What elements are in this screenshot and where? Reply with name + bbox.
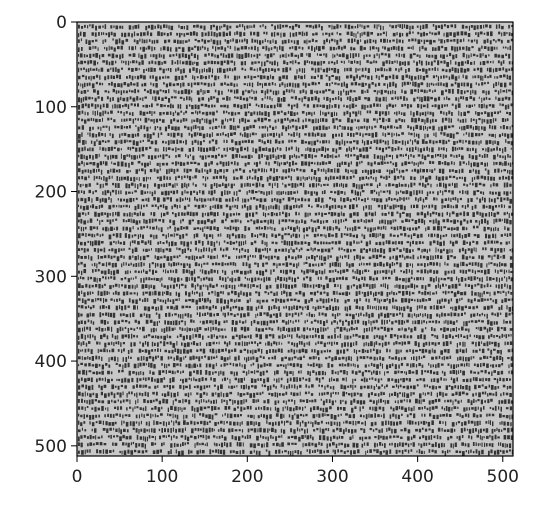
axes-frame xyxy=(76,21,514,457)
x-axis: 0 100 200 300 400 500 xyxy=(72,456,519,487)
y-tick-label: 500 xyxy=(35,437,67,457)
x-tick-label: 500 xyxy=(487,467,519,487)
x-tick-label: 0 xyxy=(72,467,83,487)
x-tick-label: 300 xyxy=(316,467,348,487)
image-area xyxy=(77,22,513,456)
y-tick-label: 100 xyxy=(35,98,67,118)
y-tick-label: 0 xyxy=(56,13,67,33)
y-axis: 0 100 200 300 400 500 xyxy=(35,13,77,457)
y-tick-label: 400 xyxy=(35,352,67,372)
x-tick-label: 100 xyxy=(146,467,178,487)
y-tick-label: 300 xyxy=(35,267,67,287)
x-tick-label: 200 xyxy=(231,467,263,487)
x-tick-label: 400 xyxy=(401,467,433,487)
y-tick-label: 200 xyxy=(35,183,67,203)
